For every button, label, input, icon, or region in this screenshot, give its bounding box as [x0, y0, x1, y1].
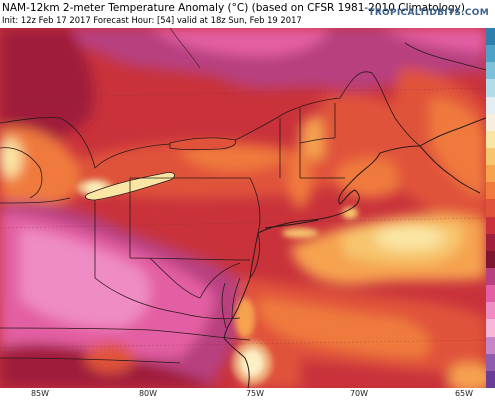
colorbar-swatch	[486, 336, 495, 354]
colorbar-swatch	[486, 233, 495, 251]
graticule	[0, 87, 486, 349]
map-canvas	[0, 28, 486, 388]
tick-80w: 80W	[138, 389, 158, 398]
colorbar-swatch	[486, 130, 495, 148]
lake-ontario	[169, 137, 237, 151]
colorbar-swatch	[486, 319, 495, 337]
colorbar-swatch	[486, 216, 495, 234]
map-title: NAM-12km 2-meter Temperature Anomaly (°C…	[2, 2, 465, 14]
coastline-midatlantic	[223, 232, 259, 388]
colorbar-swatch	[486, 147, 495, 166]
colorbar-swatch	[486, 302, 495, 320]
quebec-river	[169, 28, 201, 69]
boundaries	[0, 71, 421, 364]
chesapeake-bay	[221, 282, 227, 329]
site-brand[interactable]: TROPICALTIDBITS.COM	[368, 8, 489, 18]
long-island	[264, 219, 319, 229]
colorbar-swatch	[486, 113, 495, 131]
colorbar-swatch	[486, 45, 495, 63]
header: NAM-12km 2-meter Temperature Anomaly (°C…	[0, 0, 495, 28]
tick-75w: 75W	[245, 389, 265, 398]
tick-70w: 70W	[349, 389, 369, 398]
colorbar-swatch	[486, 28, 495, 46]
colorbar	[486, 28, 495, 388]
tick-85w: 85W	[30, 389, 50, 398]
colorbar-swatch	[486, 79, 495, 97]
forecast-info: Init: 12z Feb 17 2017 Forecast Hour: [54…	[2, 15, 302, 25]
temperature-anomaly-map	[0, 28, 486, 388]
longitude-axis: 85W 80W 75W 70W 65W	[0, 388, 486, 400]
colorbar-swatch	[486, 267, 495, 286]
colorbar-swatch	[486, 353, 495, 371]
nova-scotia-coast	[419, 145, 481, 194]
colorbar-swatch	[486, 199, 495, 217]
st-lawrence-coast	[404, 42, 486, 71]
colorbar-swatch	[486, 250, 495, 268]
delaware-bay	[231, 277, 241, 319]
colorbar-swatch	[486, 62, 495, 80]
colorbar-swatch	[486, 96, 495, 114]
colorbar-swatch	[486, 165, 495, 183]
colorbar-swatch	[486, 182, 495, 200]
coastline-northeast	[257, 117, 486, 234]
tick-65w: 65W	[454, 389, 474, 398]
colorbar-swatch	[486, 370, 495, 388]
colorbar-swatch	[486, 285, 495, 303]
